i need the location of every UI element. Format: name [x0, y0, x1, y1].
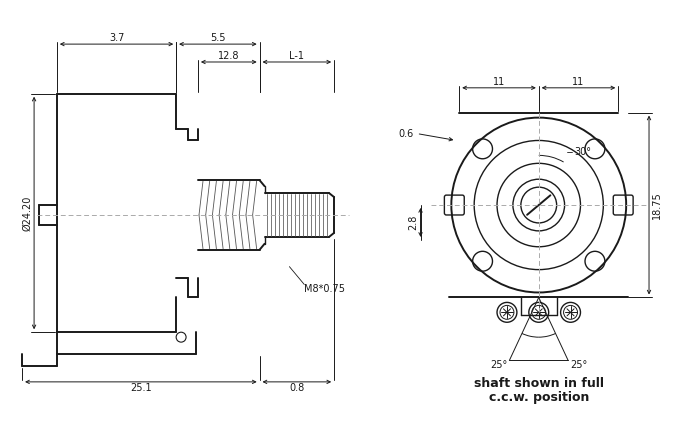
Text: L-1: L-1 [289, 51, 304, 61]
Text: 25°: 25° [570, 360, 587, 371]
Text: 11: 11 [573, 77, 584, 87]
Text: 11: 11 [493, 77, 505, 87]
Text: 12.8: 12.8 [218, 51, 239, 61]
Text: 0.8: 0.8 [289, 383, 304, 393]
Text: c.c.w. position: c.c.w. position [489, 391, 589, 404]
Text: 30°: 30° [575, 147, 592, 157]
Text: 18.75: 18.75 [652, 191, 662, 219]
Text: 25.1: 25.1 [130, 383, 152, 393]
Text: 2.8: 2.8 [409, 215, 419, 230]
Text: 5.5: 5.5 [210, 33, 225, 43]
Text: 0.6: 0.6 [398, 129, 414, 138]
Text: Ø24.20: Ø24.20 [22, 195, 32, 231]
Text: M8*0.75: M8*0.75 [304, 285, 345, 294]
Text: 3.7: 3.7 [109, 33, 124, 43]
Text: 25°: 25° [491, 360, 508, 371]
Text: shaft shown in full: shaft shown in full [474, 377, 604, 390]
